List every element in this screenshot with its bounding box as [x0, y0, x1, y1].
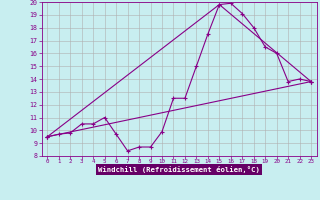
- X-axis label: Windchill (Refroidissement éolien,°C): Windchill (Refroidissement éolien,°C): [98, 166, 260, 173]
